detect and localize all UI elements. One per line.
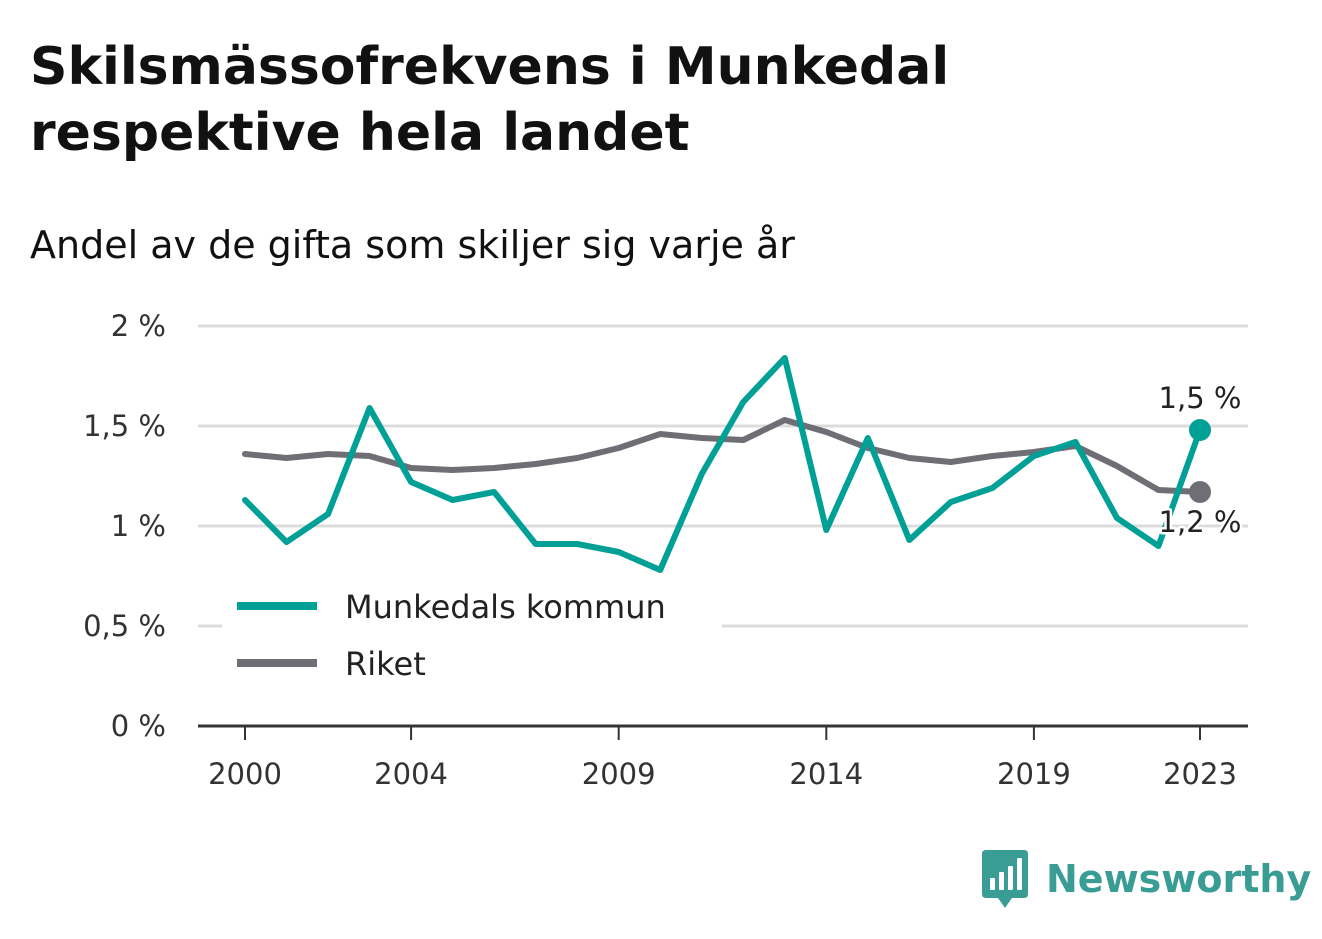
brand-name: Newsworthy [1046,857,1312,901]
series-lines [242,355,1211,573]
chart-subtitle: Andel av de gifta som skiljer sig varje … [30,223,795,267]
end-value-label: 1,2 % [1159,505,1242,539]
y-tick-label: 1 % [111,509,166,543]
legend-label: Munkedals kommun [345,588,666,626]
y-tick-label: 2 % [111,309,166,343]
newsworthy-logo: Newsworthy [980,848,1311,910]
legend-label: Riket [345,645,426,683]
x-tick-label: 2019 [997,757,1071,791]
newsworthy-logo-icon [982,850,1028,908]
end-labels: 1,5 % 1,2 % [1156,379,1244,542]
legend: Munkedals kommun Riket [222,578,722,683]
end-value-label: 1,5 % [1159,381,1242,415]
y-tick-label: 0,5 % [83,609,166,643]
chart-title: Skilsmässofrekvens i Munkedal respektive… [30,37,950,163]
series-line [242,417,1203,495]
x-tick-label: 2004 [374,757,448,791]
axes: 0 % 0,5 % 1 % 1,5 % 2 % 2000 2004 2009 2014 2019 2… [83,309,1248,791]
x-tick-label: 2009 [582,757,656,791]
y-tick-label: 1,5 % [83,409,166,443]
x-tick-label: 2014 [789,757,863,791]
x-tick-label: 2023 [1163,757,1237,791]
series-end-point [1189,481,1211,503]
series-line [242,355,1203,573]
y-tick-label: 0 % [111,709,166,743]
series-end-point [1189,419,1211,441]
x-tick-label: 2000 [208,757,282,791]
